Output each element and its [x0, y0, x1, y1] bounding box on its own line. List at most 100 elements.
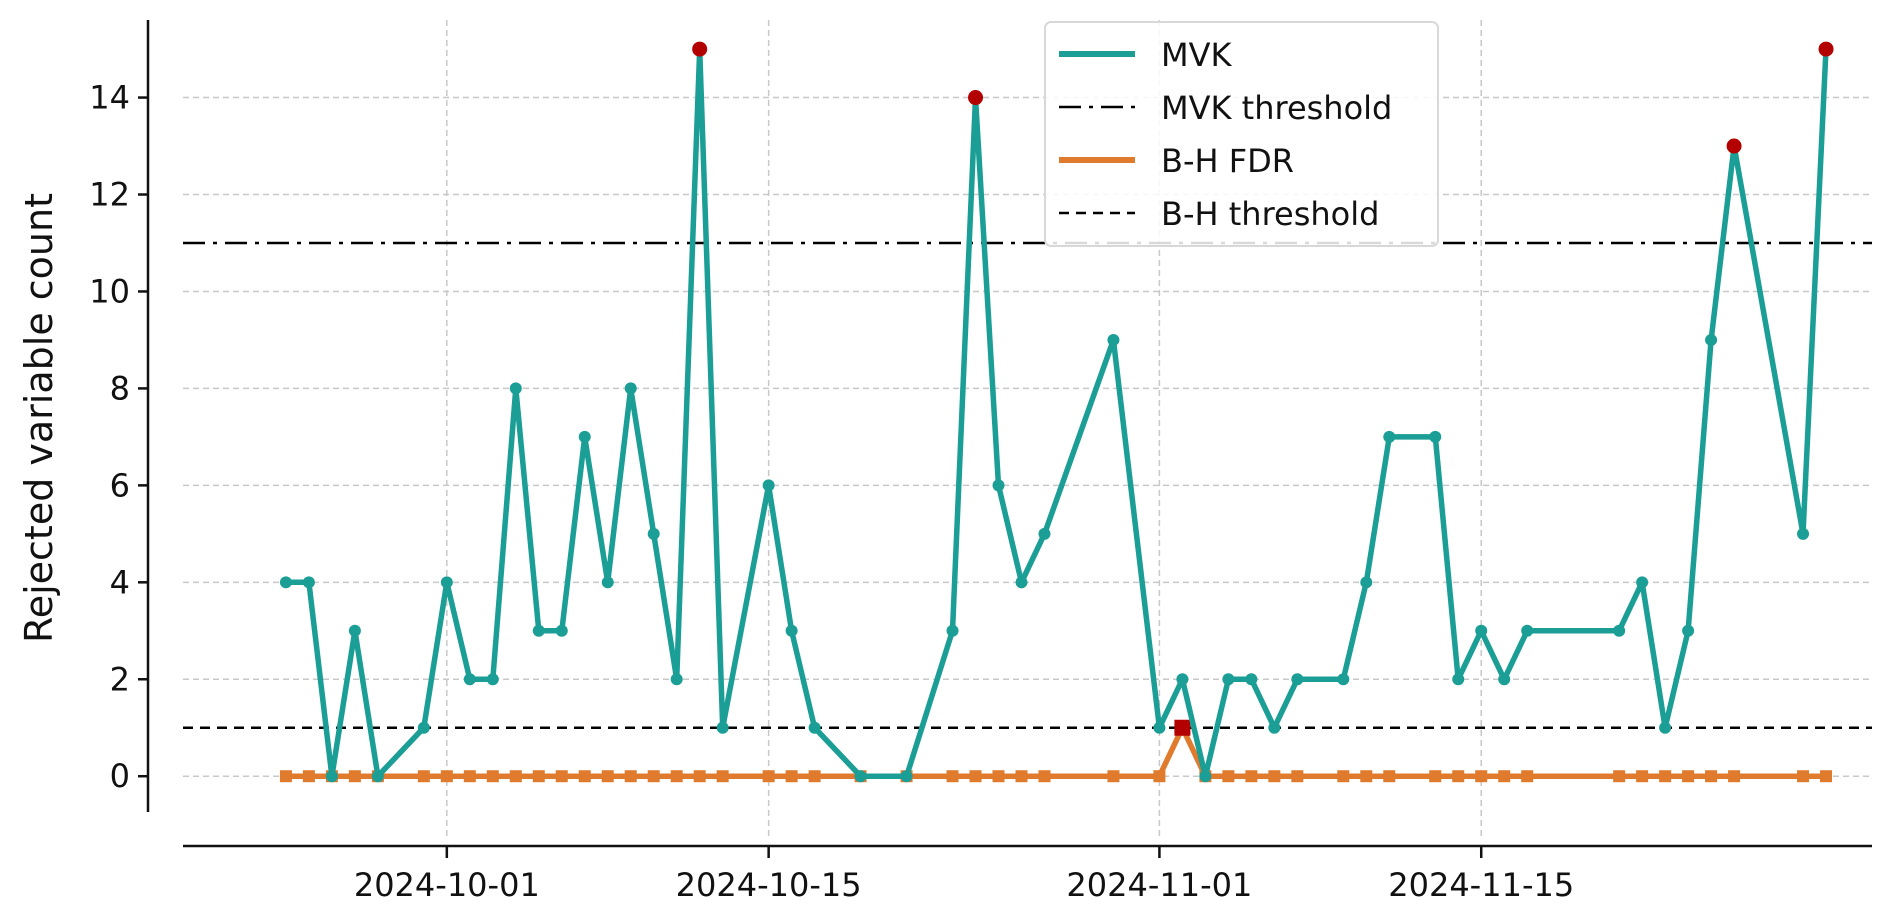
data-point [1360, 576, 1373, 589]
data-point [992, 770, 1005, 783]
legend: MVK MVK threshold B-H FDR B-H threshold [1044, 21, 1439, 247]
data-point [463, 673, 476, 686]
y-tick-label: 0 [110, 757, 130, 795]
data-point [785, 624, 798, 637]
exceedance-marker [968, 90, 984, 106]
y-tick-label: 2 [110, 660, 130, 698]
data-point [486, 673, 499, 686]
data-point [1015, 770, 1028, 783]
series-layer [279, 41, 1834, 783]
data-point [647, 770, 660, 783]
data-point [762, 479, 775, 492]
legend-label: MVK threshold [1161, 89, 1392, 127]
data-point [670, 770, 683, 783]
data-point [1360, 770, 1373, 783]
y-tick-label: 12 [89, 176, 130, 214]
data-point [1199, 770, 1212, 783]
data-point [302, 576, 315, 589]
data-point [279, 770, 292, 783]
data-point [1015, 576, 1028, 589]
data-point [601, 576, 614, 589]
x-tick-label: 2024-10-15 [676, 866, 862, 904]
data-point [532, 624, 545, 637]
data-point [716, 721, 729, 734]
data-point [1498, 770, 1511, 783]
data-point [1636, 770, 1649, 783]
data-point [1245, 770, 1258, 783]
data-point [1613, 770, 1626, 783]
y-tick-label: 10 [89, 272, 130, 310]
exceedance-marker [1818, 41, 1834, 57]
data-point [486, 770, 499, 783]
data-point [1176, 673, 1189, 686]
data-point [762, 770, 775, 783]
data-point [992, 479, 1005, 492]
data-point [1682, 624, 1695, 637]
y-tick-label: 14 [89, 79, 130, 117]
legend-label: B-H threshold [1161, 195, 1379, 233]
data-point [440, 770, 453, 783]
data-point [1383, 430, 1396, 443]
data-point [1452, 673, 1465, 686]
data-point [348, 770, 361, 783]
data-point [463, 770, 476, 783]
data-point [624, 770, 637, 783]
data-point [371, 770, 384, 783]
data-point [1383, 770, 1396, 783]
exceedance-marker [1174, 719, 1191, 736]
data-point [1820, 770, 1833, 783]
data-point [1337, 770, 1350, 783]
data-point [808, 770, 821, 783]
data-point [1429, 770, 1442, 783]
data-point [555, 770, 568, 783]
data-point [1291, 673, 1304, 686]
data-point [1038, 527, 1051, 540]
data-point [1797, 770, 1810, 783]
exceedance-marker [1726, 138, 1742, 154]
data-point [509, 382, 522, 395]
data-point [1038, 770, 1051, 783]
data-point [969, 770, 982, 783]
data-point [302, 770, 315, 783]
x-tick-label: 2024-11-15 [1388, 866, 1574, 904]
y-axis-title: Rejected variable count [17, 193, 61, 643]
data-point [854, 770, 867, 783]
data-point [440, 576, 453, 589]
data-point [1728, 770, 1741, 783]
exceedance-marker [692, 41, 708, 57]
data-point [1452, 770, 1465, 783]
data-point [670, 673, 683, 686]
data-point [578, 430, 591, 443]
data-point [946, 770, 959, 783]
data-point [1222, 673, 1235, 686]
data-point [509, 770, 522, 783]
data-point [601, 770, 614, 783]
data-point [693, 770, 706, 783]
data-point [1268, 721, 1281, 734]
data-point [1291, 770, 1304, 783]
legend-box [1044, 21, 1439, 247]
threshold-layer [183, 241, 1872, 729]
data-point [785, 770, 798, 783]
data-point [532, 770, 545, 783]
y-tick-label: 8 [110, 369, 130, 407]
data-point [555, 624, 568, 637]
data-point [1659, 721, 1672, 734]
data-point [1705, 770, 1718, 783]
data-point [900, 770, 913, 783]
data-point [1797, 527, 1810, 540]
x-tick-label: 2024-11-01 [1066, 866, 1252, 904]
data-point [325, 770, 338, 783]
data-point [1107, 333, 1120, 346]
data-point [417, 770, 430, 783]
data-point [348, 624, 361, 637]
data-point [624, 382, 637, 395]
y-tick-label: 6 [110, 466, 130, 504]
legend-label: MVK [1161, 36, 1233, 74]
data-point [1613, 624, 1626, 637]
data-point [1705, 333, 1718, 346]
data-point [1521, 624, 1534, 637]
axes-layer: 0 2 4 6 8 10 12 14 2024-10-01 2024-10-15 2024-11-0… [17, 20, 1872, 904]
